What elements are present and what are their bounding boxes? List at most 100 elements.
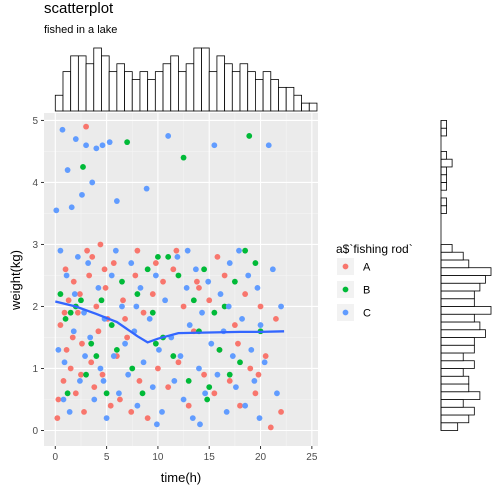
point-a xyxy=(185,402,192,409)
chart-subtitle: fished in a lake xyxy=(44,24,117,36)
point-c xyxy=(87,334,94,341)
point-a xyxy=(72,390,79,397)
point-a xyxy=(257,303,264,310)
point-c xyxy=(99,142,106,149)
point-a xyxy=(235,340,241,347)
point-a xyxy=(267,424,274,431)
y-hist-bar xyxy=(440,337,475,346)
x-hist-bar xyxy=(301,102,310,112)
point-b xyxy=(64,390,71,397)
point-a xyxy=(273,315,279,322)
point-c xyxy=(103,415,110,421)
point-c xyxy=(72,136,79,142)
x-hist-bar xyxy=(139,71,149,112)
point-b xyxy=(252,260,259,266)
point-c xyxy=(205,278,212,285)
x-tick-label: 20 xyxy=(255,452,267,463)
point-a xyxy=(63,346,70,353)
point-a xyxy=(214,253,221,260)
point-c xyxy=(265,142,272,149)
x-hist-bar xyxy=(278,86,287,112)
point-b xyxy=(211,309,218,316)
x-hist-bar xyxy=(201,47,210,112)
point-a xyxy=(102,284,109,291)
y-hist-bar xyxy=(440,375,470,385)
point-c xyxy=(152,272,159,279)
point-c xyxy=(122,340,128,347)
point-a xyxy=(79,340,85,347)
point-a xyxy=(132,272,139,279)
point-b xyxy=(206,384,213,390)
point-a xyxy=(226,377,233,384)
y-hist-bar xyxy=(440,267,492,276)
point-b xyxy=(124,139,131,146)
x-hist-bar xyxy=(108,71,118,112)
point-a xyxy=(62,266,69,273)
x-hist-bar xyxy=(131,79,141,112)
point-b xyxy=(185,377,192,384)
legend-label-a: A xyxy=(363,262,371,274)
x-tick-label: 5 xyxy=(104,452,110,463)
point-b xyxy=(204,396,211,403)
point-a xyxy=(61,309,68,316)
x-hist-bar xyxy=(239,63,249,112)
y-hist-bar xyxy=(440,368,464,377)
x-hist-bar xyxy=(116,63,125,112)
point-c xyxy=(189,415,196,421)
point-b xyxy=(67,309,74,316)
x-hist-bar xyxy=(162,63,172,112)
x-axis-ticks: 0 5 10 15 20 25 xyxy=(53,446,318,463)
point-c xyxy=(239,315,245,322)
legend-label-b: B xyxy=(363,285,370,297)
x-hist-bar xyxy=(285,86,295,112)
point-a xyxy=(95,328,102,335)
point-a xyxy=(55,396,62,403)
y-tick-label: 4 xyxy=(32,178,38,189)
point-c xyxy=(125,371,132,378)
point-b xyxy=(246,133,253,139)
point-c xyxy=(63,272,70,279)
point-c xyxy=(165,133,172,139)
x-hist-bar xyxy=(154,71,164,112)
point-c xyxy=(71,291,78,297)
point-b xyxy=(216,346,223,353)
point-a xyxy=(74,309,81,316)
point-c xyxy=(236,247,242,254)
x-tick-label: 25 xyxy=(306,452,318,463)
point-c xyxy=(180,396,187,403)
point-a xyxy=(149,291,156,297)
point-a xyxy=(255,371,262,378)
legend-key-b xyxy=(342,286,349,293)
point-a xyxy=(88,359,95,366)
y-tick-label: 1 xyxy=(32,364,38,375)
point-a xyxy=(175,359,182,366)
y-axis-label: weight(kg) xyxy=(8,250,23,311)
y-tick-label: 5 xyxy=(32,116,38,127)
y-hist-bar xyxy=(440,166,447,176)
data-points xyxy=(53,123,284,431)
y-hist-bar xyxy=(440,352,464,362)
point-c xyxy=(55,346,62,353)
point-c xyxy=(82,353,88,359)
point-a xyxy=(86,272,93,279)
y-hist-bar xyxy=(440,383,470,393)
x-hist-bar xyxy=(262,71,272,112)
point-c xyxy=(186,322,193,328)
point-a xyxy=(144,415,151,421)
point-b xyxy=(113,346,120,353)
legend-title: a$`fishing rod` xyxy=(336,242,413,256)
point-c xyxy=(156,346,162,353)
point-b xyxy=(83,371,89,378)
point-c xyxy=(59,126,66,133)
point-b xyxy=(170,353,177,359)
y-hist-bar xyxy=(440,406,475,416)
x-hist-bar xyxy=(93,47,102,112)
x-hist-bar xyxy=(77,55,87,112)
point-a xyxy=(84,247,91,254)
y-hist-bar xyxy=(440,329,486,338)
y-hist-bar xyxy=(440,391,481,400)
point-c xyxy=(57,247,64,254)
point-c xyxy=(60,396,67,403)
point-a xyxy=(97,241,104,248)
